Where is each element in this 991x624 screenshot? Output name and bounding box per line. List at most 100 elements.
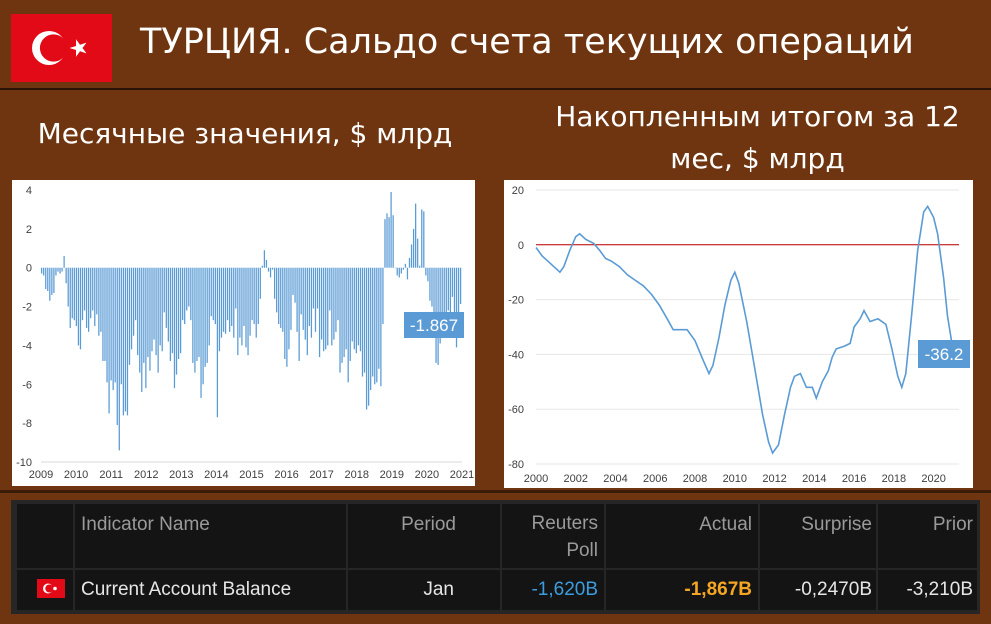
bar [329, 267, 331, 311]
y-tick-label: 20 [512, 185, 524, 197]
bar [318, 267, 321, 358]
bar [65, 267, 67, 284]
bar [47, 267, 49, 292]
bar [310, 267, 313, 338]
bar [173, 267, 176, 389]
bar [49, 267, 51, 301]
bar [415, 203, 417, 268]
bar [69, 267, 71, 328]
bar [306, 267, 308, 356]
bar [149, 267, 151, 371]
bar [349, 267, 351, 361]
right-subtitle-line1: Накопленным итогом за 12 [555, 100, 960, 133]
bar [118, 267, 120, 451]
bar [218, 267, 221, 352]
bar [235, 267, 237, 309]
bar [214, 267, 216, 325]
bar [141, 267, 143, 393]
bar [392, 215, 394, 268]
bar [423, 211, 425, 268]
y-tick-label: 4 [26, 185, 32, 197]
bar [273, 267, 276, 299]
bar [419, 265, 421, 268]
y-tick-label: -2 [22, 302, 32, 314]
y-tick-label: 2 [26, 224, 32, 236]
bar [128, 267, 131, 365]
bar [443, 267, 445, 321]
row-indicator-name: Current Account Balance [75, 570, 346, 610]
bar [372, 267, 374, 377]
bar [263, 250, 266, 268]
bar [261, 265, 263, 268]
bar [337, 267, 339, 321]
row-period: Jan [348, 570, 500, 610]
bar [83, 267, 86, 311]
bar [429, 267, 431, 301]
bar [288, 267, 290, 350]
bar [231, 267, 233, 326]
bar [267, 267, 270, 272]
header-surprise: Surprise [760, 504, 876, 568]
row-reuters-poll: -1,620B [502, 570, 604, 610]
bar [347, 267, 349, 383]
annotation-box [404, 311, 464, 338]
bar [233, 267, 235, 338]
bar [455, 267, 458, 348]
bar [388, 217, 390, 268]
bar [431, 267, 433, 307]
header-actual: Actual [606, 504, 758, 568]
y-tick-label: 0 [518, 240, 524, 252]
y-tick-label: -10 [16, 457, 32, 469]
bar [365, 267, 368, 410]
bar [316, 267, 319, 309]
bar [85, 267, 88, 328]
bar [90, 267, 92, 319]
bar [135, 267, 137, 321]
bar [271, 267, 274, 270]
bar [206, 267, 208, 363]
header-prior: Prior [878, 504, 977, 568]
bar [459, 267, 462, 304]
bar [98, 267, 100, 336]
bar [353, 267, 355, 350]
bar [124, 267, 127, 412]
indicator-table: Indicator Name Period Reuters Poll Actua… [11, 500, 980, 614]
bar [126, 267, 129, 416]
bar [184, 267, 186, 325]
bar [425, 267, 427, 276]
bar [157, 267, 159, 373]
bar [222, 267, 225, 332]
cumulative-line-chart-panel: 20 0 -20 -40 -60 -80 2000 2002 2004 2006 2008 2010 2… [504, 180, 973, 488]
x-tick-label: 2018 [345, 469, 369, 481]
bar [335, 267, 337, 332]
bar [81, 267, 84, 321]
bar [45, 267, 47, 290]
bar [302, 267, 304, 330]
bar [290, 267, 292, 330]
bar [343, 267, 345, 358]
bar [204, 267, 206, 367]
bar [212, 267, 214, 321]
bar [41, 267, 43, 274]
bar [404, 263, 407, 268]
bar [406, 267, 409, 280]
bar [163, 267, 165, 313]
bar [122, 267, 125, 416]
right-chart-subtitle: Накопленным итогом за 12 мес, $ млрд [530, 96, 985, 180]
bar [61, 267, 63, 272]
bar [300, 267, 302, 315]
bar [378, 267, 380, 369]
title-band [0, 0, 991, 89]
bar [374, 267, 376, 385]
bar [182, 267, 184, 321]
x-tick-label: 2004 [603, 473, 627, 485]
x-tick-label: 2010 [723, 473, 747, 485]
x-tick-label: 2002 [564, 473, 588, 485]
bar [165, 267, 167, 328]
bar [106, 267, 108, 383]
bar [73, 267, 75, 321]
bar [96, 267, 98, 315]
bar [320, 267, 323, 340]
row-flag-cell [17, 570, 73, 610]
